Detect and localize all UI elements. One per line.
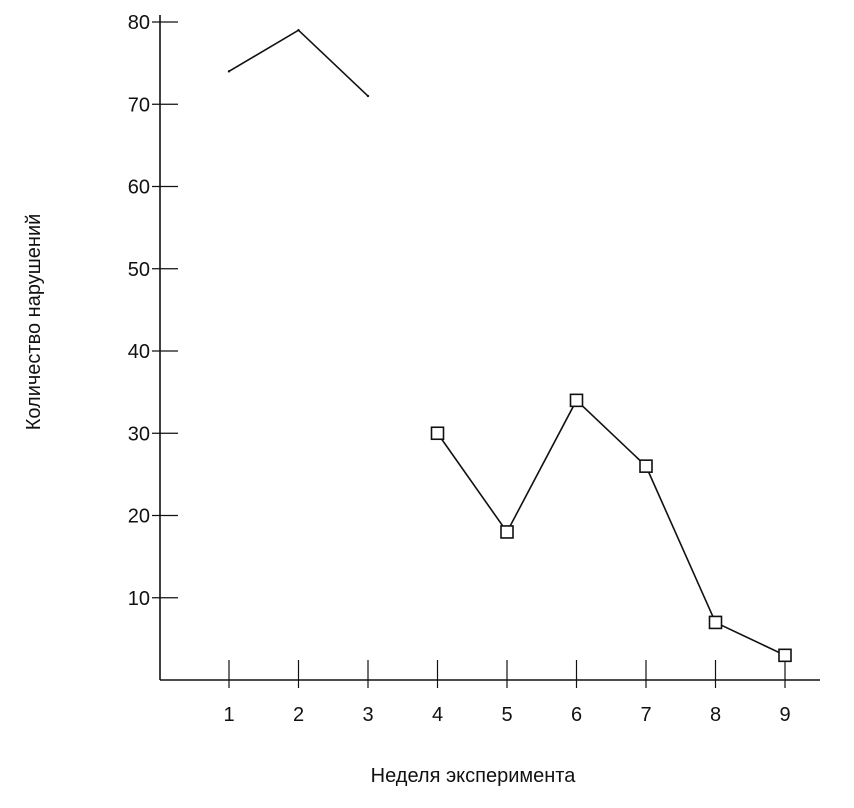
x-tick-label: 5 [501, 704, 512, 726]
y-tick-label: 10 [128, 588, 150, 610]
x-tick-label: 2 [293, 704, 304, 726]
x-tick-label: 1 [223, 704, 234, 726]
y-tick-label: 60 [128, 177, 150, 199]
data-point [297, 29, 300, 32]
series-line-1 [228, 29, 369, 97]
series-line-2 [436, 399, 786, 657]
y-tick-label: 20 [128, 506, 150, 528]
x-tick-label: 3 [362, 704, 373, 726]
data-point [227, 70, 231, 73]
x-tick-label: 7 [640, 704, 651, 726]
data-point-marker [430, 426, 445, 441]
y-tick-label: 30 [128, 423, 150, 445]
x-tick-label: 8 [710, 704, 721, 726]
x-axis-title: Неделя эксперимента [371, 765, 577, 787]
y-ticks: 10 20 30 40 50 60 70 80 [128, 12, 178, 610]
y-tick-label: 80 [128, 12, 150, 34]
x-tick-label: 4 [432, 704, 443, 726]
x-tick-label: 9 [779, 704, 790, 726]
data-point-marker [569, 393, 584, 408]
axes [159, 15, 820, 681]
y-axis-title: Количество нарушений [23, 214, 45, 431]
y-tick-label: 40 [128, 341, 150, 363]
data-point-marker [778, 648, 792, 663]
data-point-marker [639, 459, 653, 473]
data-point-marker [708, 615, 723, 630]
series-group [227, 29, 792, 663]
data-point-marker [500, 525, 514, 539]
x-ticks: 1 2 3 4 5 6 7 8 9 [223, 660, 791, 726]
y-tick-label: 70 [128, 94, 150, 116]
x-tick-label: 6 [571, 704, 582, 726]
data-point [366, 94, 370, 98]
y-tick-label: 50 [128, 259, 150, 281]
